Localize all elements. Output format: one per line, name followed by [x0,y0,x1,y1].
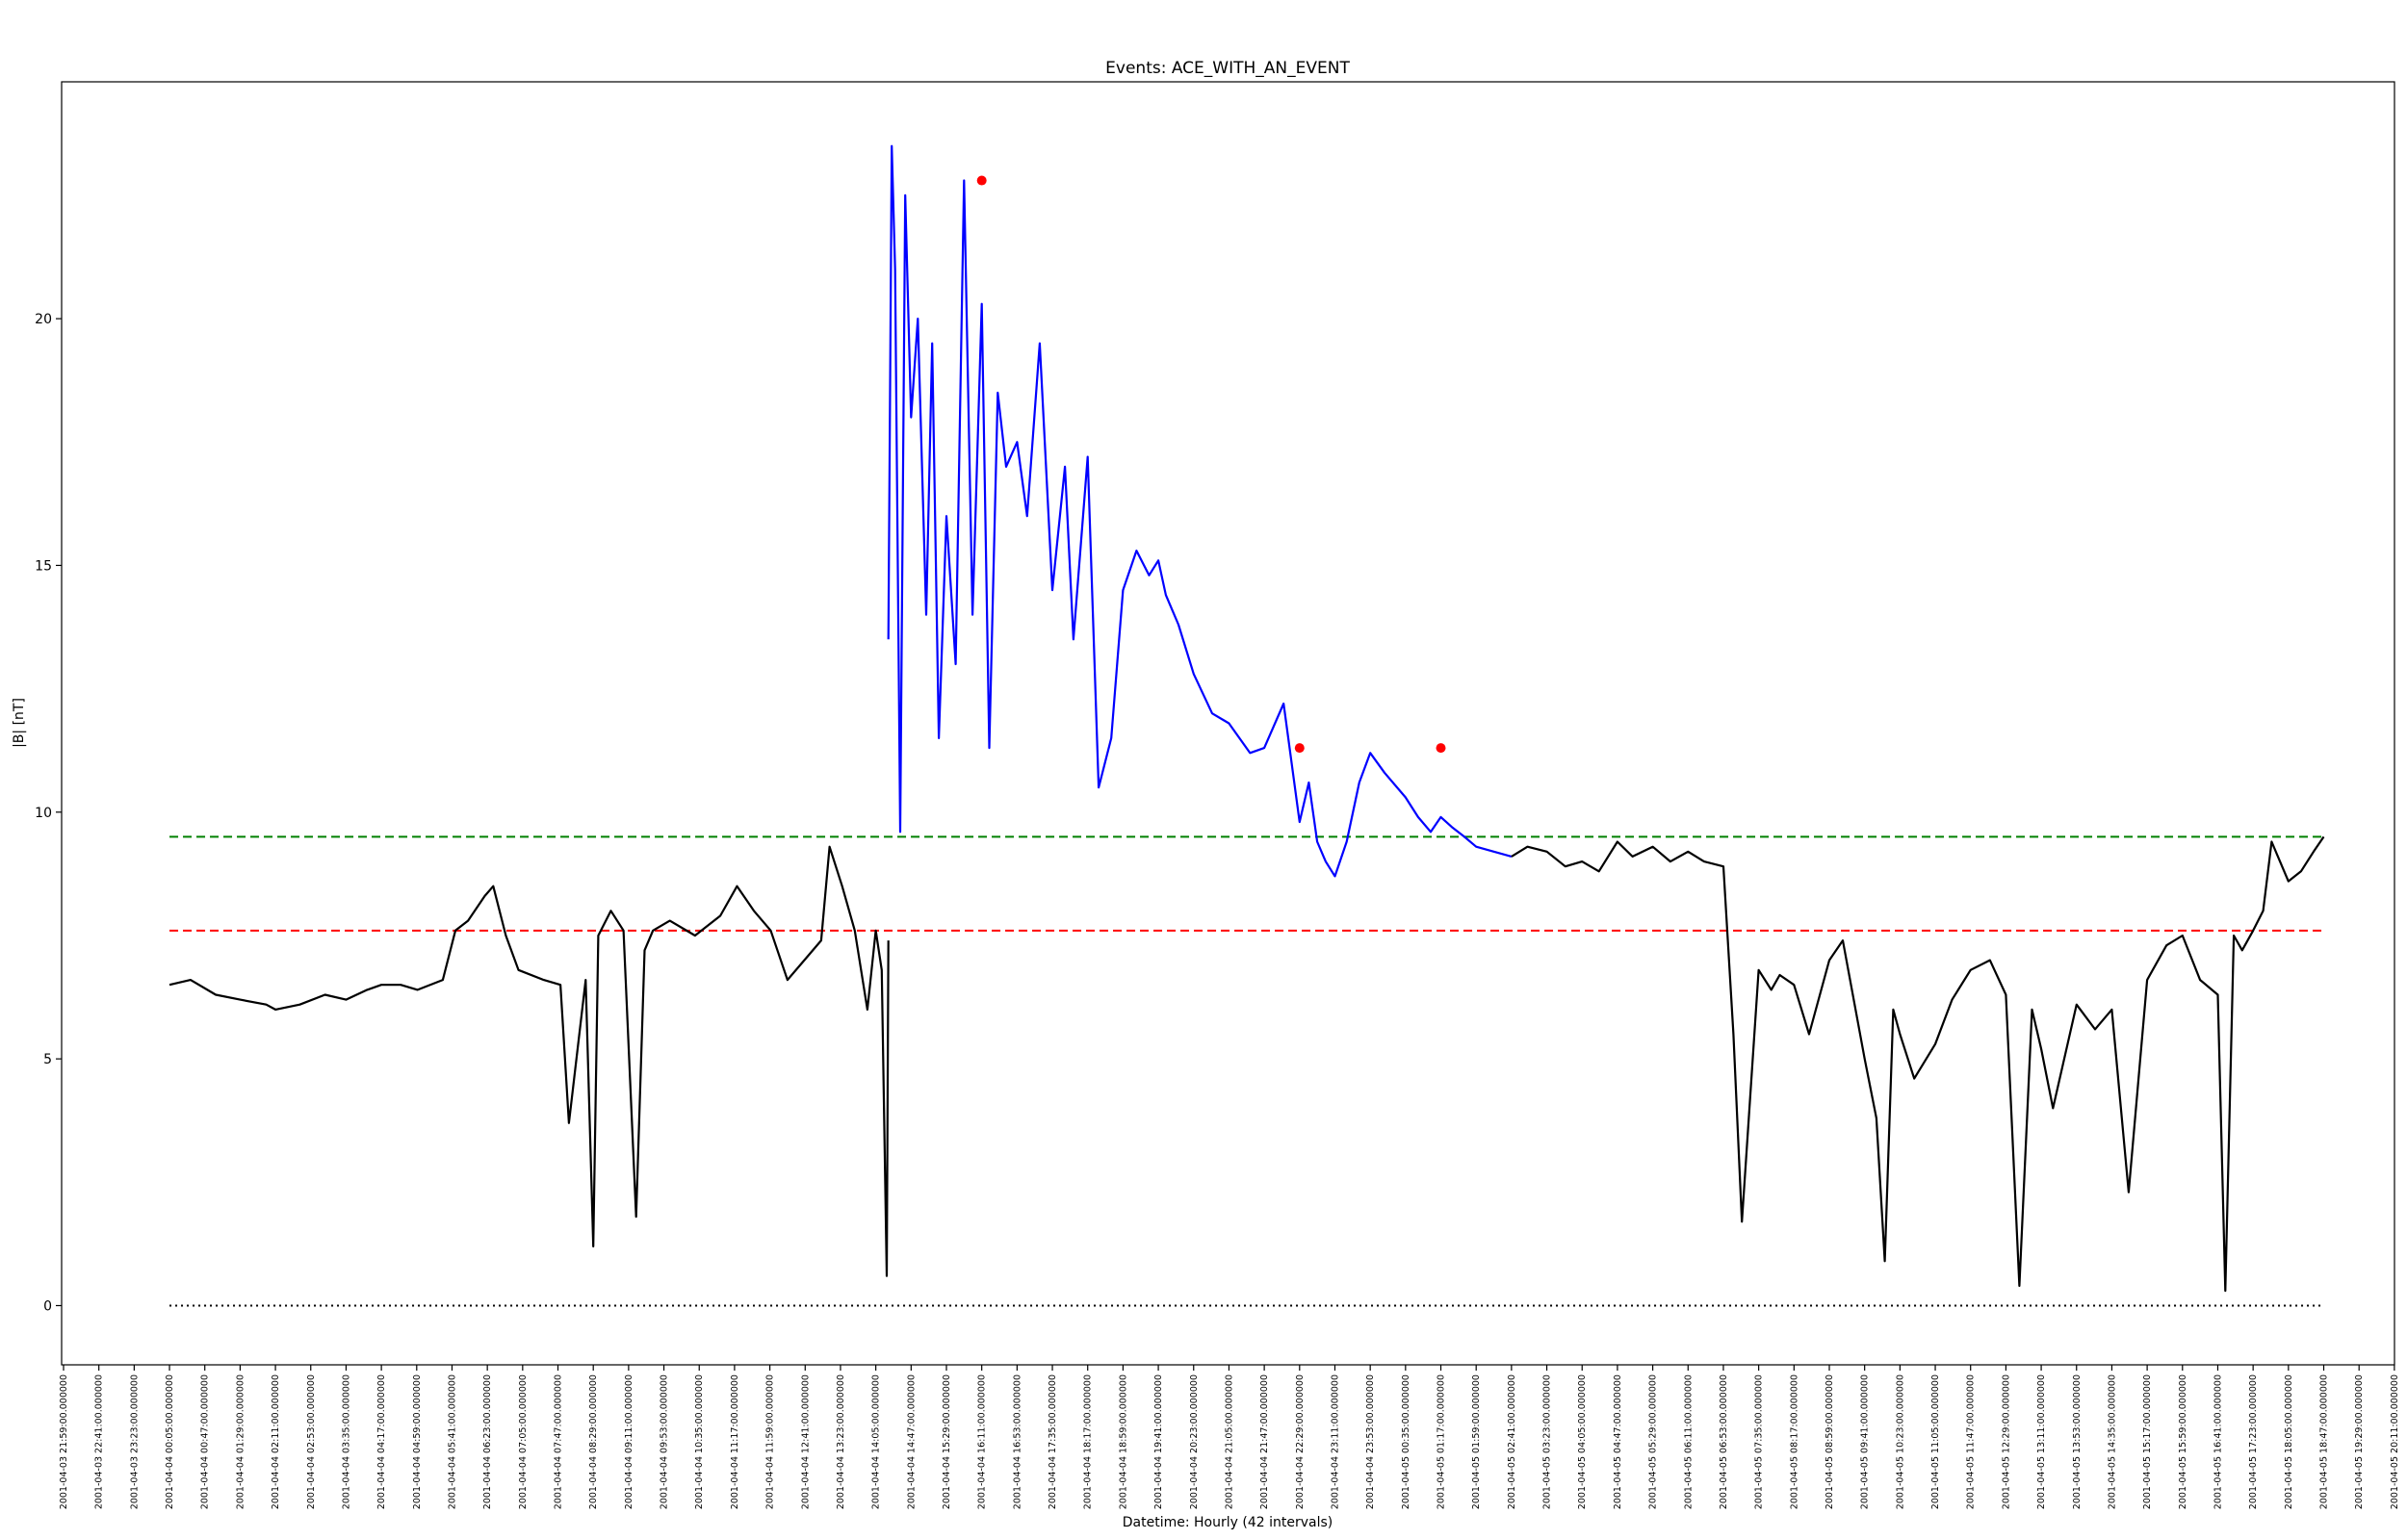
x-tick-label: 2001-04-04 09:11:00.000000 [624,1374,634,1509]
x-tick-label: 2001-04-05 11:47:00.000000 [1966,1374,1977,1509]
series-line-1 [887,144,1513,878]
x-tick-label: 2001-04-05 02:41:00.000000 [1507,1374,1517,1509]
x-tick-label: 2001-04-04 13:23:00.000000 [836,1374,846,1509]
x-tick-label: 2001-04-05 13:53:00.000000 [2072,1374,2083,1509]
x-tick-label: 2001-04-04 05:41:00.000000 [447,1374,457,1509]
data-series [168,144,2325,1293]
x-tick-label: 2001-04-04 20:23:00.000000 [1189,1374,1200,1509]
y-tick-label: 20 [35,312,52,327]
x-tick-label: 2001-04-04 10:35:00.000000 [694,1374,705,1509]
plot-area-frame [61,81,2395,1366]
x-tick-label: 2001-04-05 18:05:00.000000 [2284,1374,2294,1509]
x-tick-label: 2001-04-04 06:23:00.000000 [482,1374,493,1509]
y-tick-label: 15 [35,558,52,574]
x-tick-label: 2001-04-05 19:29:00.000000 [2354,1374,2365,1509]
series-line-0 [168,845,890,1277]
x-tick-label: 2001-04-04 16:11:00.000000 [977,1374,988,1509]
event-marker-0 [976,175,987,186]
y-tick-label: 10 [35,806,52,821]
x-tick-label: 2001-04-05 07:35:00.000000 [1754,1374,1765,1509]
x-tick-label: 2001-04-05 11:05:00.000000 [1930,1374,1941,1509]
x-tick-label: 2001-04-05 20:11:00.000000 [2390,1374,2400,1509]
y-tick-label: 5 [43,1052,52,1067]
x-tick-label: 2001-04-03 23:23:00.000000 [129,1374,140,1509]
x-tick-label: 2001-04-04 22:29:00.000000 [1295,1374,1306,1509]
y-axis-ticks: 0 5 10 15 20 [35,312,62,1314]
x-tick-label: 2001-04-05 03:23:00.000000 [1542,1374,1553,1509]
x-axis-ticks: 2001-04-03 21:59:00.000000 2001-04-03 22:… [59,1365,2400,1509]
x-tick-label: 2001-04-04 14:05:00.000000 [871,1374,882,1509]
y-axis-label: |B| [nT] [12,698,27,748]
x-tick-label: 2001-04-04 00:47:00.000000 [200,1374,211,1509]
x-tick-label: 2001-04-04 14:47:00.000000 [906,1374,917,1509]
y-tick-label: 0 [43,1298,52,1314]
x-tick-label: 2001-04-05 17:23:00.000000 [2248,1374,2259,1509]
x-tick-label: 2001-04-04 21:05:00.000000 [1224,1374,1234,1509]
x-tick-label: 2001-04-05 06:11:00.000000 [1683,1374,1694,1509]
x-tick-label: 2001-04-04 11:59:00.000000 [765,1374,776,1509]
x-tick-label: 2001-04-05 12:29:00.000000 [2001,1374,2011,1509]
x-tick-label: 2001-04-04 00:05:00.000000 [165,1374,175,1509]
x-tick-label: 2001-04-05 13:11:00.000000 [2036,1374,2047,1509]
x-tick-label: 2001-04-04 02:11:00.000000 [271,1374,281,1509]
x-tick-label: 2001-04-04 11:17:00.000000 [730,1374,740,1509]
chart-title: Events: ACE_WITH_AN_EVENT [1105,59,1350,78]
x-tick-label: 2001-04-05 04:47:00.000000 [1613,1374,1623,1509]
x-tick-label: 2001-04-05 18:47:00.000000 [2319,1374,2330,1509]
x-tick-label: 2001-04-05 10:23:00.000000 [1895,1374,1905,1509]
x-tick-label: 2001-04-04 04:17:00.000000 [376,1374,387,1509]
x-tick-label: 2001-04-04 19:41:00.000000 [1153,1374,1164,1509]
x-tick-label: 2001-04-04 07:05:00.000000 [518,1374,529,1509]
x-tick-label: 2001-04-05 09:41:00.000000 [1860,1374,1871,1509]
x-axis-label: Datetime: Hourly (42 intervals) [1123,1515,1333,1530]
event-marker-2 [1436,743,1446,754]
reference-lines [169,835,2324,1307]
x-tick-label: 2001-04-04 04:59:00.000000 [412,1374,423,1509]
x-tick-label: 2001-04-04 21:47:00.000000 [1259,1374,1270,1509]
x-tick-label: 2001-04-05 15:59:00.000000 [2178,1374,2188,1509]
x-tick-label: 2001-04-04 15:29:00.000000 [942,1374,952,1509]
x-tick-label: 2001-04-05 01:59:00.000000 [1471,1374,1482,1509]
x-tick-label: 2001-04-05 00:35:00.000000 [1401,1374,1411,1509]
x-tick-label: 2001-04-05 06:53:00.000000 [1719,1374,1729,1509]
x-tick-label: 2001-04-04 23:11:00.000000 [1330,1374,1340,1509]
x-tick-label: 2001-04-04 07:47:00.000000 [554,1374,564,1509]
x-tick-label: 2001-04-04 09:53:00.000000 [660,1374,670,1509]
x-tick-label: 2001-04-04 03:35:00.000000 [341,1374,351,1509]
x-tick-label: 2001-04-04 02:53:00.000000 [306,1374,317,1509]
x-tick-label: 2001-04-05 01:17:00.000000 [1436,1374,1447,1509]
series-line-2 [1511,835,2325,1293]
x-tick-label: 2001-04-05 14:35:00.000000 [2107,1374,2117,1509]
x-tick-label: 2001-04-04 08:29:00.000000 [588,1374,599,1509]
x-tick-label: 2001-04-04 23:53:00.000000 [1365,1374,1376,1509]
x-tick-label: 2001-04-03 22:41:00.000000 [94,1374,105,1509]
x-tick-label: 2001-04-05 08:59:00.000000 [1825,1374,1835,1509]
x-tick-label: 2001-04-05 08:17:00.000000 [1789,1374,1799,1509]
x-tick-label: 2001-04-03 21:59:00.000000 [59,1374,69,1509]
x-tick-label: 2001-04-05 05:29:00.000000 [1648,1374,1659,1509]
x-tick-label: 2001-04-04 16:53:00.000000 [1012,1374,1022,1509]
x-tick-label: 2001-04-04 18:59:00.000000 [1118,1374,1128,1509]
x-tick-label: 2001-04-05 15:17:00.000000 [2142,1374,2153,1509]
x-tick-label: 2001-04-05 04:05:00.000000 [1577,1374,1588,1509]
x-tick-label: 2001-04-04 18:17:00.000000 [1083,1374,1094,1509]
event-marker-1 [1294,743,1305,754]
x-tick-label: 2001-04-04 12:41:00.000000 [800,1374,811,1509]
x-tick-label: 2001-04-04 17:35:00.000000 [1048,1374,1058,1509]
x-tick-label: 2001-04-05 16:41:00.000000 [2213,1374,2223,1509]
x-tick-label: 2001-04-04 01:29:00.000000 [235,1374,246,1509]
event-markers [976,175,1446,754]
